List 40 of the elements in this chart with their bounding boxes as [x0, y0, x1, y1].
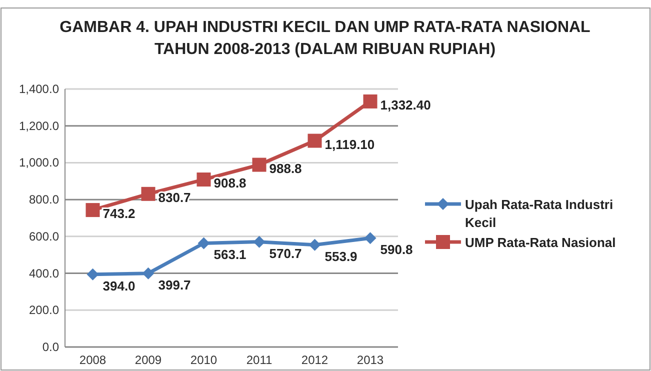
data-label: 743.2: [102, 206, 136, 222]
data-label: 1,119.10: [324, 136, 375, 152]
x-tick-label: 2009: [134, 353, 162, 367]
point: [141, 186, 156, 201]
data-label: 570.7: [269, 246, 302, 261]
data-label: 830.7: [158, 190, 191, 205]
data-label: 908.8: [214, 176, 246, 191]
data-label: 590.8: [380, 242, 413, 258]
data-label: 399.7: [158, 277, 191, 292]
data-label: 563.1: [214, 247, 246, 262]
y-tick-label: 800.0: [28, 192, 60, 207]
point: [363, 94, 378, 108]
x-tick-label: 2011: [246, 353, 272, 367]
data-label: 553.9: [324, 248, 358, 264]
chart-title: GAMBAR 4. UPAH INDUSTRI KECIL DAN UMP RATA-RATA NASIONAL TAHUN 2008-2013 (DALAM RIBUAN RUPIAH): [60, 19, 591, 58]
y-tick-label: 400.0: [28, 266, 60, 280]
data-label: 394.0: [102, 278, 136, 294]
x-tick-label: 2012: [301, 353, 328, 367]
x-tick-label: 2010: [190, 353, 218, 367]
data-label: 988.8: [269, 160, 302, 176]
legend-label: Upah Rata-Rata Industri Kecil: [465, 197, 614, 230]
point: [364, 232, 376, 244]
y-tick-label: 1,200.0: [18, 118, 60, 133]
x-tick-label: 2013: [356, 353, 384, 367]
point: [142, 267, 154, 280]
data-label: 1,332.40: [380, 97, 431, 112]
point: [308, 238, 321, 251]
point: [198, 237, 210, 250]
x-tick-label: 2008: [79, 353, 106, 367]
point: [253, 236, 266, 248]
point: [308, 134, 322, 148]
y-tick-label: 600.0: [28, 229, 60, 244]
point: [252, 158, 266, 172]
point: [196, 172, 211, 187]
y-tick-label: 0.0: [42, 340, 60, 354]
y-tick-label: 200.0: [28, 303, 60, 318]
y-tick-label: 1,400.0: [18, 82, 60, 96]
y-tick-label: 1,000.0: [18, 156, 60, 170]
point: [86, 203, 100, 218]
legend-label: UMP Rata-Rata Nasional: [465, 235, 616, 250]
